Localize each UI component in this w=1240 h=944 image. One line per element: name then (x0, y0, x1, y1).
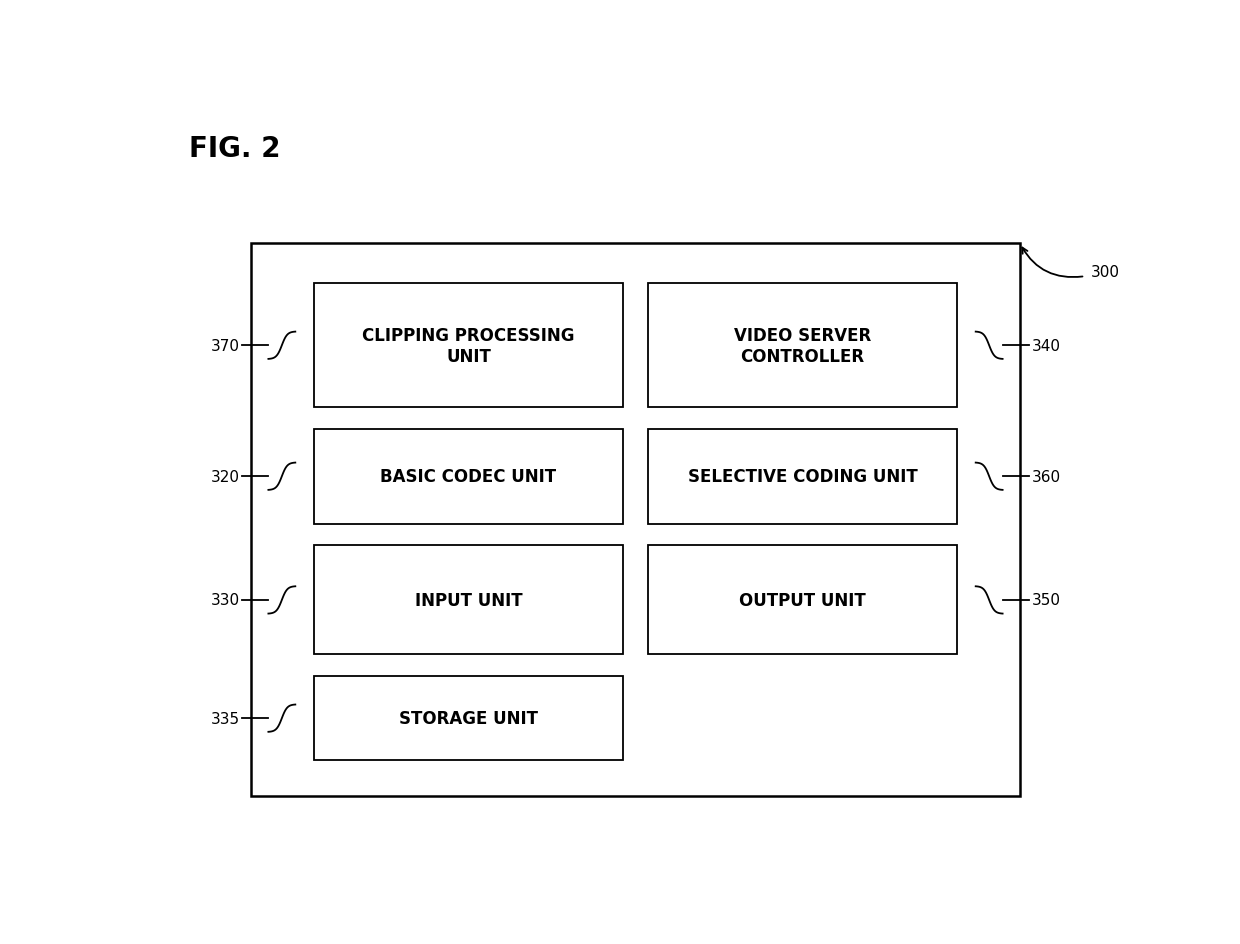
Bar (314, 677, 624, 760)
Text: 335: 335 (211, 711, 239, 726)
Bar (314, 546, 624, 655)
Text: STORAGE UNIT: STORAGE UNIT (399, 710, 538, 728)
Text: 360: 360 (1032, 469, 1060, 484)
Text: INPUT UNIT: INPUT UNIT (414, 591, 522, 609)
Text: 330: 330 (211, 593, 239, 608)
Text: BASIC CODEC UNIT: BASIC CODEC UNIT (381, 467, 557, 486)
Text: VIDEO SERVER
CONTROLLER: VIDEO SERVER CONTROLLER (734, 327, 870, 365)
Text: 300: 300 (1091, 264, 1120, 279)
Bar (314, 284, 624, 408)
Text: 340: 340 (1032, 338, 1060, 353)
Text: CLIPPING PROCESSING
UNIT: CLIPPING PROCESSING UNIT (362, 327, 575, 365)
Bar (314, 430, 624, 524)
Bar (647, 430, 957, 524)
Bar (250, 244, 1021, 797)
Text: OUTPUT UNIT: OUTPUT UNIT (739, 591, 866, 609)
Bar (647, 546, 957, 655)
Text: 350: 350 (1032, 593, 1060, 608)
Text: SELECTIVE CODING UNIT: SELECTIVE CODING UNIT (688, 467, 918, 486)
Text: FIG. 2: FIG. 2 (188, 135, 280, 163)
Text: 370: 370 (211, 338, 239, 353)
Bar (647, 284, 957, 408)
Text: 320: 320 (211, 469, 239, 484)
